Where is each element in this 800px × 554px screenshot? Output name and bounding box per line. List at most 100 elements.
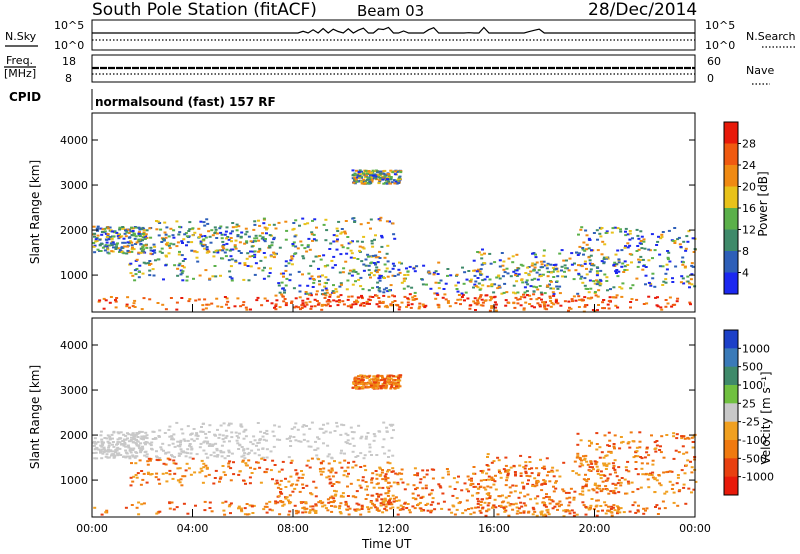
velocity-echo-cell: [343, 470, 347, 473]
power-echo-cell: [521, 281, 525, 284]
velocity-echo-cell: [655, 440, 659, 442]
velocity-echo-cell: [672, 457, 676, 460]
velocity-echo-cell: [263, 505, 267, 508]
power-echo-cell: [234, 239, 238, 242]
velocity-echo-cell: [178, 467, 182, 470]
velocity-echo-cell: [176, 467, 180, 470]
velocity-echo-cell: [343, 452, 346, 455]
power-echo-cell: [137, 234, 141, 237]
power-echo-cell: [335, 290, 339, 293]
power-echo-cell: [686, 240, 690, 243]
power-echo-cell: [496, 287, 500, 290]
velocity-echo-cell: [302, 433, 306, 436]
velocity-echo-cell: [640, 457, 644, 460]
velocity-echo-cell: [595, 499, 599, 502]
power-echo-cell: [258, 247, 262, 250]
velocity-echo-cell: [611, 491, 615, 494]
power-echo-cell: [617, 258, 621, 261]
power-echo-cell: [253, 273, 257, 276]
power-echo-cell: [555, 280, 559, 283]
power-echo-cell: [628, 230, 632, 232]
velocity-echo-cell: [634, 461, 638, 463]
power-echo-cell: [501, 264, 505, 267]
power-echo-cell: [131, 274, 135, 277]
velocity-echo-cell: [324, 507, 328, 510]
velocity-echo-cell: [517, 507, 521, 510]
velocity-echo-cell: [272, 445, 276, 448]
x-tick-label: 04:00: [177, 522, 209, 535]
velocity-echo-cell: [593, 484, 597, 486]
velocity-echo-cell: [418, 481, 422, 484]
power-echo-cell: [479, 304, 483, 307]
power-echo-cell: [552, 294, 556, 297]
power-echo-cell: [601, 301, 605, 304]
power-echo-cell: [423, 306, 427, 309]
power-echo-cell: [185, 279, 189, 282]
power-echo-cell: [688, 301, 692, 304]
power-echo-cell: [525, 279, 529, 282]
power-echo-cell: [134, 259, 138, 262]
power-echo-cell: [658, 253, 662, 256]
velocity-echo-cell: [596, 470, 600, 473]
power-echo-cell: [262, 252, 266, 254]
beam-label: Beam 03: [357, 2, 424, 20]
velocity-echo-cell: [301, 473, 305, 476]
velocity-echo-cell: [122, 444, 126, 447]
velocity-echo-cell: [676, 476, 680, 479]
velocity-echo-cell: [107, 441, 111, 444]
power-echo-cell: [324, 304, 328, 307]
velocity-echo-cell: [171, 442, 175, 445]
power-echo-cell: [647, 248, 651, 251]
velocity-echo-cell: [504, 470, 507, 473]
velocity-echo-cell: [384, 479, 388, 482]
velocity-echo-cell: [242, 448, 246, 451]
power-echo-cell: [380, 236, 384, 239]
power-echo-cell: [360, 182, 364, 185]
velocity-echo-cell: [157, 478, 161, 481]
velocity-echo-cell: [659, 484, 663, 487]
velocity-echo-cell: [124, 506, 128, 509]
velocity-echo-cell: [274, 500, 278, 503]
power-colorbar-segment: [724, 208, 738, 230]
velocity-echo-cell: [281, 460, 285, 463]
noise-tick-right-top: 10^5: [705, 19, 735, 32]
power-echo-cell: [153, 251, 157, 254]
velocity-echo-cell: [351, 437, 355, 440]
velocity-x-ticks: 00:00 04:00 08:00 12:00 16:00 20:00 00:00: [76, 509, 711, 535]
power-echo-cell: [538, 273, 542, 276]
power-echo-cell: [361, 172, 365, 175]
power-echo-cell: [473, 274, 477, 277]
velocity-echo-cell: [645, 446, 649, 449]
power-echo-cell: [367, 170, 371, 172]
velocity-echo-cell: [397, 499, 401, 502]
power-echo-cell: [382, 182, 386, 185]
velocity-echo-cell: [204, 475, 208, 478]
velocity-echo-cell: [334, 471, 338, 474]
velocity-echo-cell: [576, 455, 580, 458]
power-echo-cell: [552, 303, 556, 306]
power-echo-cell: [603, 307, 606, 310]
velocity-echo-cell: [474, 506, 478, 509]
power-echo-cell: [118, 249, 122, 251]
power-echo-cell: [328, 305, 332, 308]
velocity-echo-cell: [364, 481, 368, 483]
velocity-echo-cell: [326, 422, 330, 425]
power-echo-cell: [132, 302, 136, 305]
velocity-echo-cell: [376, 377, 380, 380]
velocity-echo-cell: [359, 452, 363, 455]
power-echo-cell: [377, 173, 381, 176]
velocity-echo-cell: [485, 464, 489, 466]
power-y-tick-label: 4000: [60, 134, 88, 147]
velocity-echo-cell: [109, 450, 112, 453]
velocity-echo-cell: [224, 500, 228, 503]
velocity-echo-cell: [274, 502, 278, 505]
power-echo-cell: [556, 275, 560, 278]
power-echo-cell: [317, 275, 320, 278]
velocity-echo-cell: [374, 387, 378, 389]
velocity-echo-cell: [227, 505, 231, 508]
power-echo-cell: [599, 235, 603, 238]
power-echo-cell: [246, 252, 250, 255]
velocity-echo-cell: [104, 511, 108, 514]
velocity-echo-cell: [506, 501, 510, 504]
velocity-echo-cell: [646, 473, 649, 476]
